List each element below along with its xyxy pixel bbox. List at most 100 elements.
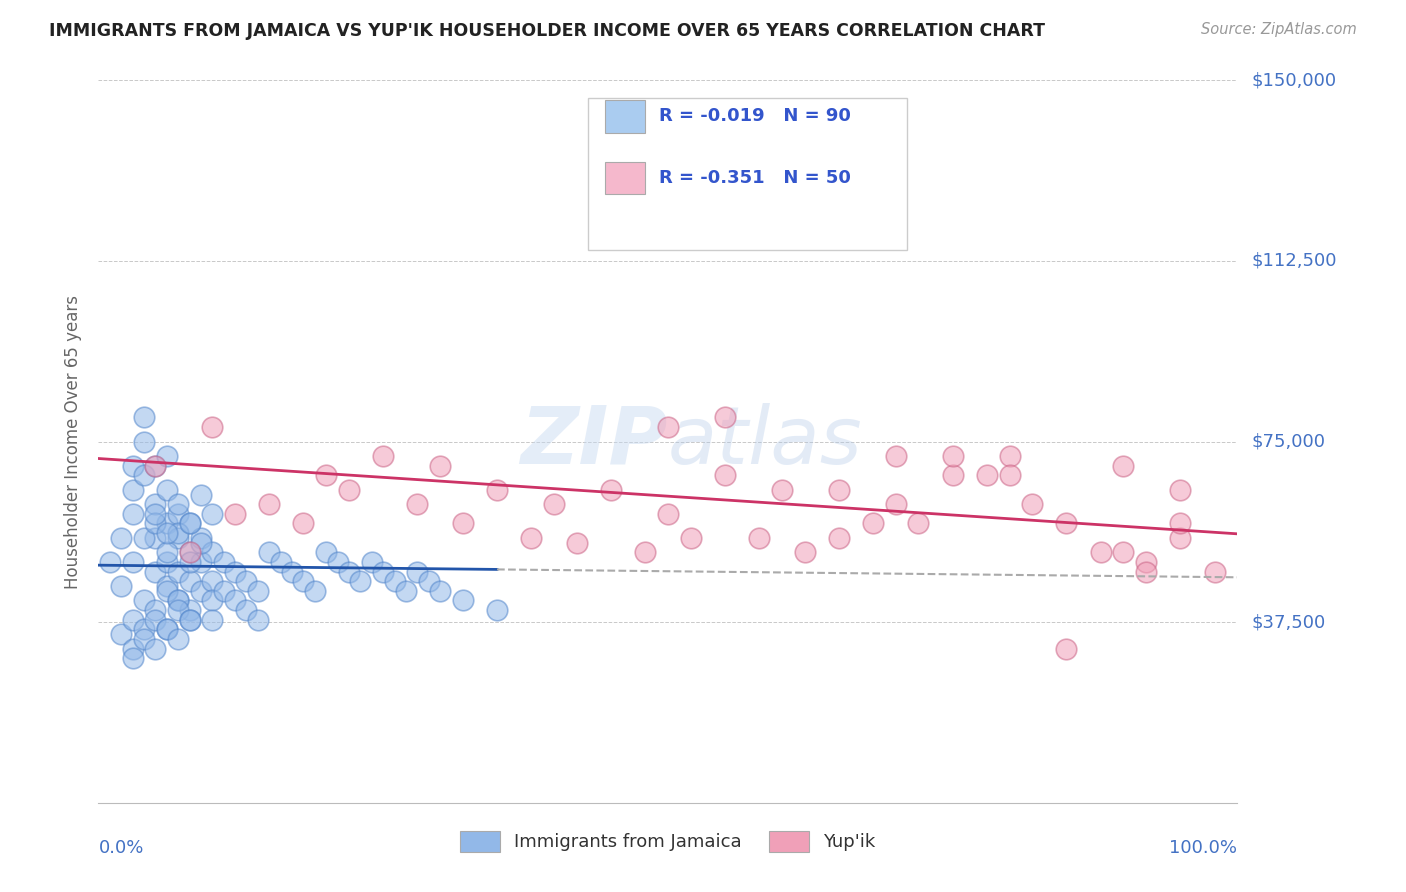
Point [201, 613, 224, 627]
Point [565, 535, 588, 549]
Point [121, 555, 143, 569]
Point [337, 565, 360, 579]
Text: 100.0%: 100.0% [1170, 838, 1237, 857]
Point [190, 583, 212, 598]
Point [1090, 545, 1112, 559]
Point [201, 420, 224, 434]
Point [156, 583, 179, 598]
Point [190, 531, 212, 545]
Point [270, 555, 292, 569]
Text: R = -0.351   N = 50: R = -0.351 N = 50 [659, 169, 851, 186]
Point [201, 593, 224, 607]
Point [942, 449, 965, 463]
Point [132, 531, 155, 545]
Point [315, 545, 337, 559]
Point [145, 613, 167, 627]
Point [246, 583, 269, 598]
FancyBboxPatch shape [605, 100, 645, 133]
Text: 0.0%: 0.0% [98, 838, 143, 857]
Point [132, 434, 155, 449]
Point [201, 545, 224, 559]
Point [657, 420, 679, 434]
Point [451, 593, 474, 607]
Point [145, 531, 167, 545]
Text: $37,500: $37,500 [1251, 613, 1326, 632]
Point [429, 458, 451, 473]
Point [292, 574, 315, 589]
Text: $75,000: $75,000 [1251, 433, 1326, 450]
Point [145, 603, 167, 617]
Point [110, 627, 132, 641]
Point [520, 531, 543, 545]
Point [1170, 516, 1192, 531]
Point [326, 555, 349, 569]
Text: IMMIGRANTS FROM JAMAICA VS YUP'IK HOUSEHOLDER INCOME OVER 65 YEARS CORRELATION C: IMMIGRANTS FROM JAMAICA VS YUP'IK HOUSEH… [49, 22, 1045, 40]
Point [145, 458, 167, 473]
Point [179, 516, 201, 531]
Point [429, 583, 451, 598]
Y-axis label: Householder Income Over 65 years: Householder Income Over 65 years [65, 294, 83, 589]
Point [121, 483, 143, 497]
Point [132, 623, 155, 637]
Point [179, 555, 201, 569]
Point [884, 449, 907, 463]
Point [167, 507, 190, 521]
Point [179, 603, 201, 617]
Point [793, 545, 815, 559]
Point [167, 593, 190, 607]
Point [371, 565, 394, 579]
Point [98, 555, 121, 569]
Point [132, 593, 155, 607]
Point [1204, 565, 1226, 579]
Point [145, 497, 167, 511]
Text: ZIP: ZIP [520, 402, 668, 481]
Point [110, 579, 132, 593]
Point [1170, 483, 1192, 497]
Point [259, 545, 281, 559]
Point [156, 483, 179, 497]
Point [862, 516, 884, 531]
Point [976, 468, 998, 483]
Point [179, 545, 201, 559]
Point [714, 410, 737, 425]
Point [828, 483, 851, 497]
Point [110, 531, 132, 545]
Point [167, 593, 190, 607]
Point [156, 555, 179, 569]
Point [884, 497, 907, 511]
Point [1021, 497, 1043, 511]
Point [1112, 545, 1135, 559]
Point [201, 574, 224, 589]
Point [406, 565, 429, 579]
Point [235, 574, 257, 589]
Point [418, 574, 440, 589]
Point [235, 603, 257, 617]
Point [395, 583, 418, 598]
Point [156, 449, 179, 463]
Point [634, 545, 657, 559]
Point [121, 651, 143, 665]
Point [179, 613, 201, 627]
Point [486, 603, 509, 617]
Point [714, 468, 737, 483]
Point [190, 555, 212, 569]
Point [315, 468, 337, 483]
Point [212, 583, 235, 598]
Point [156, 579, 179, 593]
Point [406, 497, 429, 511]
Point [600, 483, 623, 497]
Point [304, 583, 326, 598]
Point [179, 545, 201, 559]
Point [349, 574, 371, 589]
Text: $150,000: $150,000 [1251, 71, 1336, 89]
Text: atlas: atlas [668, 402, 863, 481]
Point [179, 574, 201, 589]
Point [1112, 458, 1135, 473]
Point [224, 593, 246, 607]
Point [212, 555, 235, 569]
Point [167, 565, 190, 579]
Point [167, 603, 190, 617]
Point [384, 574, 406, 589]
Point [224, 507, 246, 521]
Point [156, 623, 179, 637]
